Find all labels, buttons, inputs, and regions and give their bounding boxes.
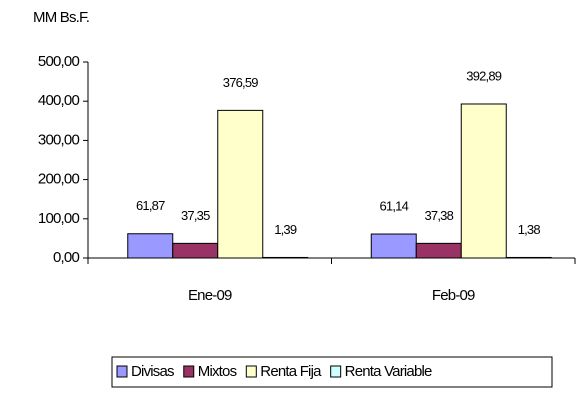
bar — [415, 242, 462, 259]
y-tick-label: 500,00 — [38, 53, 80, 70]
y-tick-label: 300,00 — [38, 131, 80, 148]
bar — [370, 233, 417, 259]
data-label: 376,59 — [223, 75, 259, 90]
data-label: 392,89 — [466, 68, 502, 83]
x-tick-label: Feb-09 — [432, 287, 475, 304]
legend-label: Renta Variable — [345, 363, 432, 380]
data-label: 37,35 — [181, 208, 210, 223]
data-label: 37,38 — [424, 208, 453, 223]
y-tick-label: 400,00 — [38, 92, 80, 109]
bar — [262, 256, 309, 259]
legend-label: Mixtos — [198, 363, 237, 380]
bar — [217, 109, 264, 259]
y-tick-label: 200,00 — [38, 171, 80, 188]
legend-swatch — [245, 365, 257, 378]
data-label: 61,14 — [379, 198, 408, 213]
bar — [505, 256, 552, 259]
bar — [172, 242, 219, 259]
legend-swatch — [330, 365, 342, 378]
data-label: 1,38 — [518, 222, 541, 237]
y-tick-label: 100,00 — [38, 210, 80, 227]
bar — [460, 103, 507, 259]
data-label: 1,39 — [274, 222, 297, 237]
legend-label: Renta Fija — [260, 363, 322, 380]
bar — [127, 233, 174, 259]
legend-swatch — [183, 365, 195, 378]
legend-label: Divisas — [131, 363, 174, 380]
y-axis-label: MM Bs.F. — [33, 9, 89, 26]
x-tick-label: Ene-09 — [188, 287, 232, 304]
data-label: 61,87 — [136, 198, 165, 213]
y-tick-label: 0,00 — [53, 249, 79, 266]
legend-swatch — [116, 365, 128, 378]
